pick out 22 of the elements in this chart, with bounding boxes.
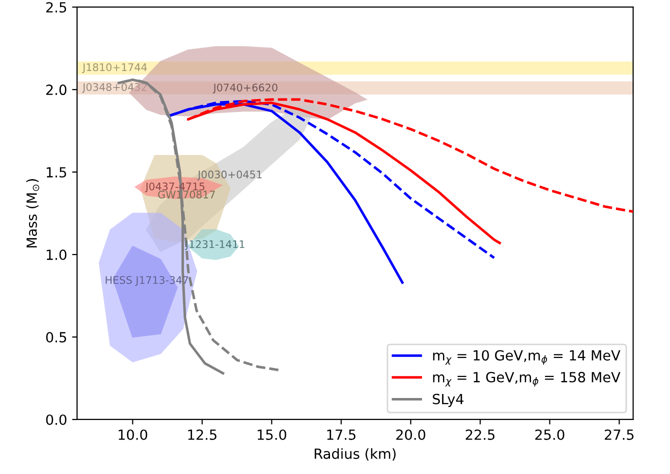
x-axis-title: Radius (km) [314, 448, 396, 461]
series-label: J0030+0451 [197, 170, 262, 180]
y-tick-label: 1.0 [46, 250, 66, 260]
x-tick-label: 25.0 [535, 429, 564, 440]
series-label: J0740+6620 [212, 84, 278, 94]
x-tick-label: 15.0 [258, 429, 286, 440]
x-tick-label: 17.5 [327, 430, 356, 440]
legend-label: SLy4 [432, 394, 464, 407]
band-label: J1810+1744 [82, 63, 147, 74]
y-axis-title: Mass (M$_{⊙}$) [26, 179, 40, 248]
x-tick-label: 10.0 [118, 429, 148, 440]
x-tick-label: 22.5 [466, 429, 494, 440]
y-tick-label: 1.5 [46, 167, 66, 178]
legend-label: m$_{χ}$ = 10 GeV,m$_{ϕ}$ = 14 MeV [433, 350, 620, 365]
legend-label: m$_{χ}$ = 1 GeV,m$_{ϕ}$ = 158 MeV [433, 372, 620, 386]
x-tick-label: 20.0 [396, 429, 426, 440]
y-tick-label: 0.0 [46, 414, 66, 425]
x-tick-label: 27.5 [604, 429, 634, 440]
y-tick-label: 0.5 [46, 332, 66, 342]
y-tick-label: 2.5 [46, 2, 66, 13]
x-tick-label: 12.5 [188, 429, 216, 440]
y-tick-label: 2.0 [46, 84, 66, 96]
